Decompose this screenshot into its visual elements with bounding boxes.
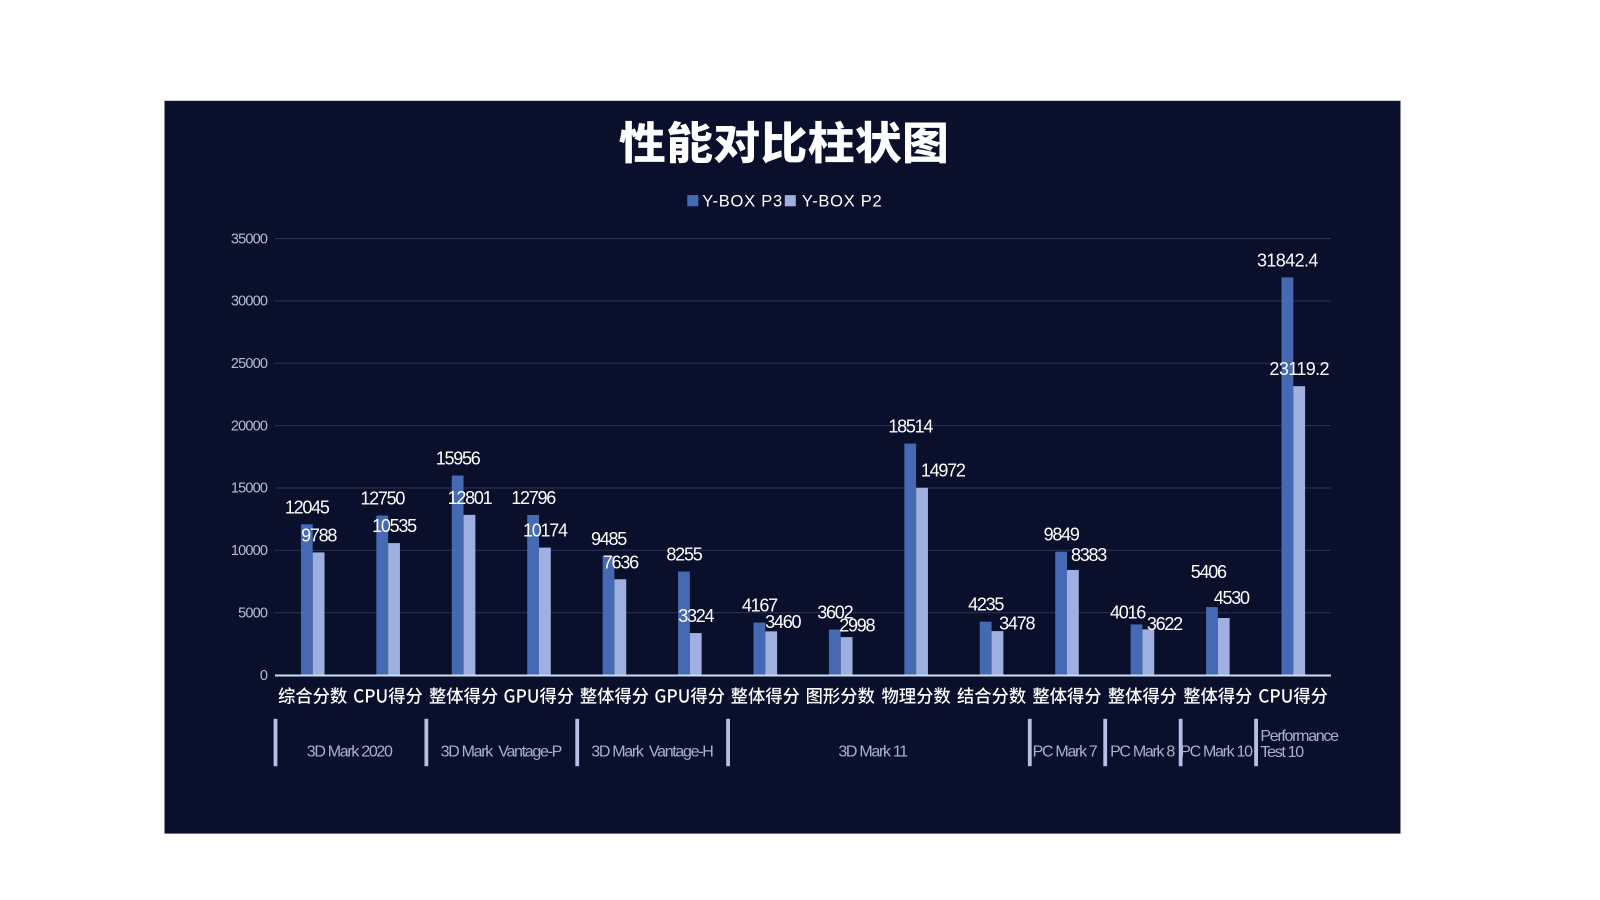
svg-text:3D Mark 11: 3D Mark 11 (838, 744, 908, 761)
svg-text:25000: 25000 (231, 356, 268, 372)
svg-text:3D Mark 2020: 3D Mark 2020 (307, 744, 393, 761)
svg-text:4235: 4235 (968, 595, 1004, 615)
svg-text:20000: 20000 (231, 418, 268, 434)
svg-text:9788: 9788 (301, 525, 337, 545)
svg-text:Y-BOX P3: Y-BOX P3 (702, 193, 783, 211)
svg-text:15000: 15000 (231, 481, 268, 497)
svg-text:3460: 3460 (765, 612, 801, 632)
svg-text:15956: 15956 (436, 449, 481, 469)
svg-text:3D Mark Vantage-P: 3D Mark Vantage-P (441, 744, 562, 761)
svg-text:3D Mark Vantage-H: 3D Mark Vantage-H (591, 744, 713, 761)
svg-text:12796: 12796 (511, 488, 556, 508)
svg-text:9485: 9485 (591, 529, 627, 549)
svg-text:10000: 10000 (231, 543, 268, 559)
svg-text:8255: 8255 (666, 545, 702, 565)
svg-text:12045: 12045 (285, 497, 330, 517)
svg-text:23119.2: 23119.2 (1269, 359, 1329, 379)
svg-text:12750: 12750 (360, 488, 405, 508)
svg-text:4167: 4167 (742, 596, 778, 616)
svg-text:8383: 8383 (1071, 545, 1107, 565)
svg-text:3478: 3478 (999, 614, 1035, 634)
svg-text:10174: 10174 (523, 521, 568, 541)
svg-text:3602: 3602 (817, 603, 853, 623)
svg-text:PC Mark 7: PC Mark 7 (1033, 744, 1098, 761)
svg-text:35000: 35000 (231, 231, 268, 247)
svg-text:7636: 7636 (603, 552, 639, 572)
svg-text:PC Mark 10: PC Mark 10 (1180, 744, 1253, 761)
svg-text:Y-BOX P2: Y-BOX P2 (802, 193, 883, 211)
svg-text:9849: 9849 (1044, 525, 1080, 545)
svg-text:0: 0 (260, 668, 268, 684)
svg-text:31842.4: 31842.4 (1257, 250, 1318, 270)
svg-text:30000: 30000 (231, 294, 268, 310)
svg-text:Performance: Performance (1260, 728, 1339, 745)
svg-text:4016: 4016 (1110, 602, 1146, 622)
svg-text:PC Mark 8: PC Mark 8 (1110, 744, 1175, 761)
svg-text:18514: 18514 (888, 417, 933, 437)
svg-text:3622: 3622 (1147, 614, 1183, 634)
svg-text:14972: 14972 (921, 460, 966, 480)
svg-text:2998: 2998 (839, 616, 875, 636)
svg-text:10535: 10535 (372, 516, 417, 536)
svg-text:4530: 4530 (1214, 588, 1250, 608)
svg-text:12801: 12801 (448, 488, 493, 508)
svg-text:3324: 3324 (678, 606, 714, 626)
svg-text:5406: 5406 (1191, 562, 1227, 582)
svg-text:Test 10: Test 10 (1260, 744, 1304, 761)
svg-text:5000: 5000 (238, 605, 268, 621)
